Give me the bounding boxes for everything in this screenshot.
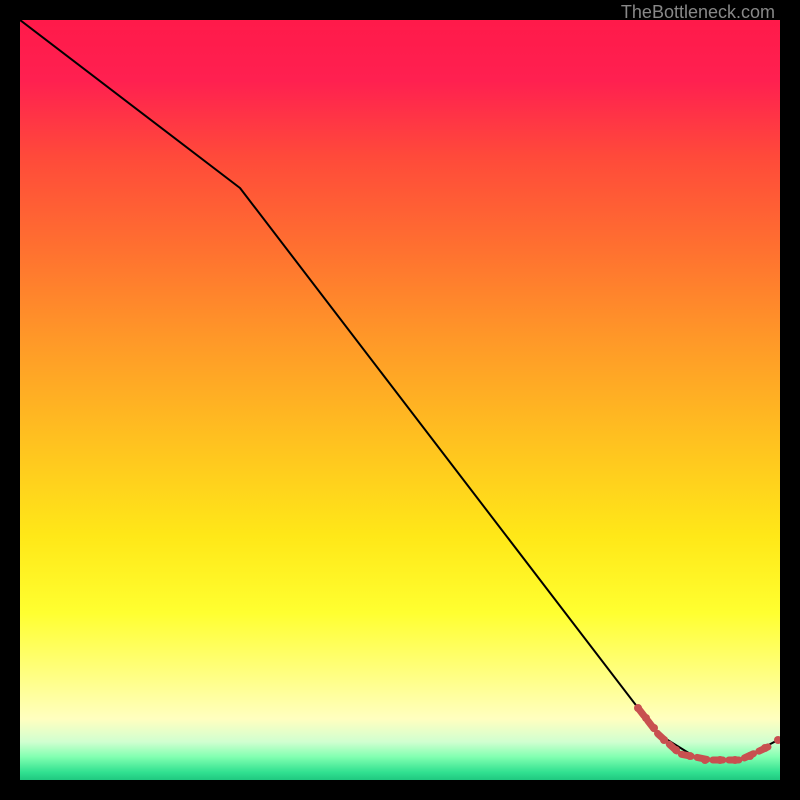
watermark-text: TheBottleneck.com: [621, 2, 775, 23]
main-curve: [20, 20, 778, 760]
chart-lines: [20, 20, 780, 780]
